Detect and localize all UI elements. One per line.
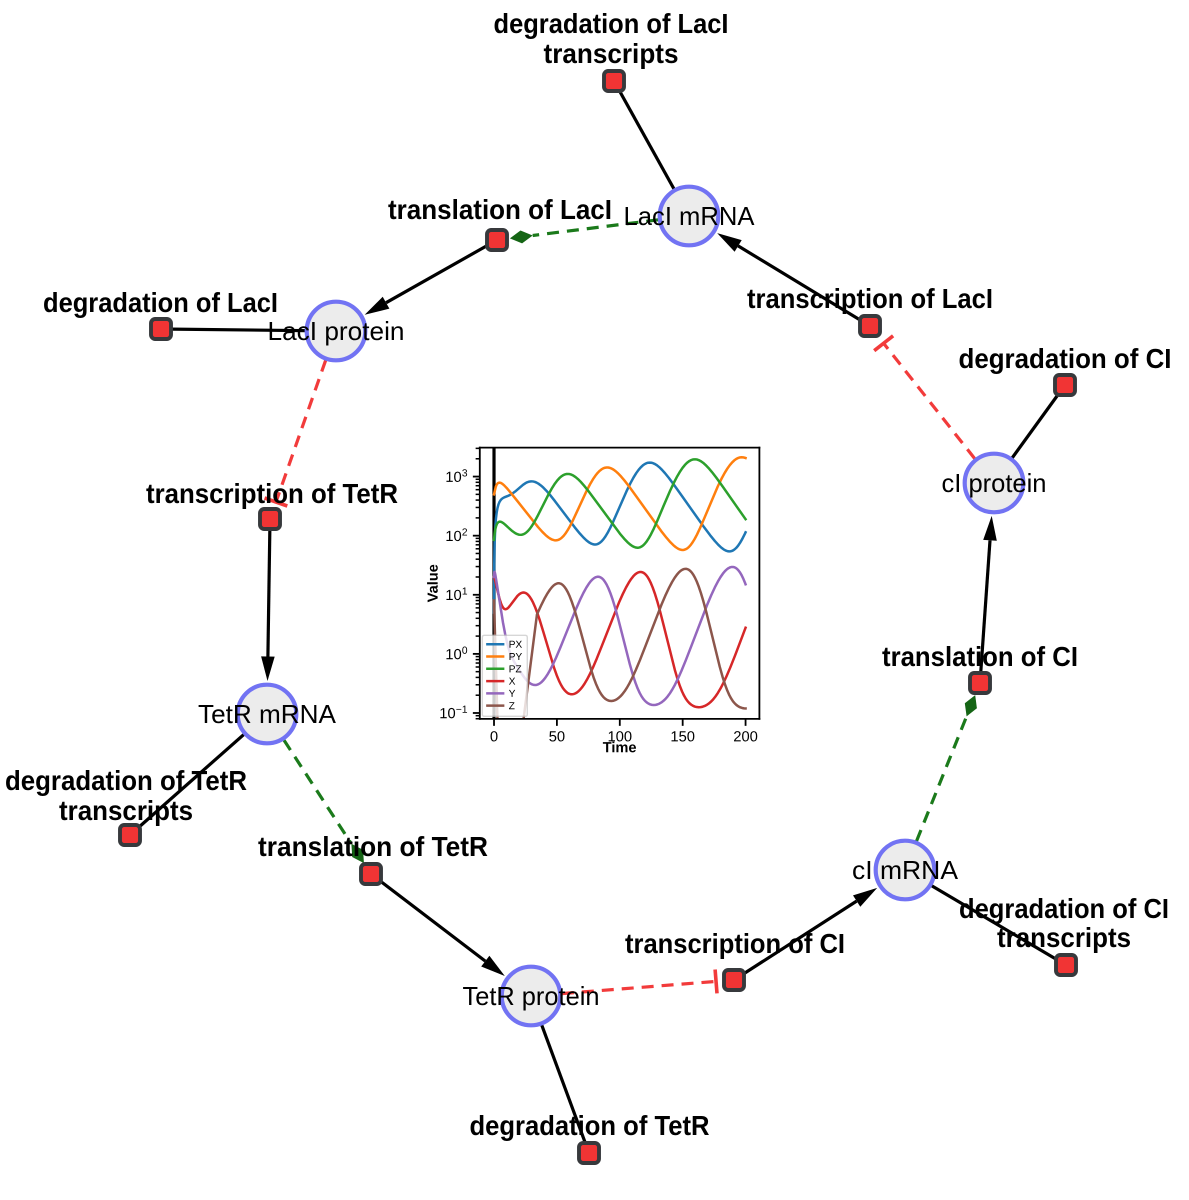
svg-text:degradation of TetR: degradation of TetR bbox=[5, 765, 247, 796]
svg-text:degradation of TetR: degradation of TetR bbox=[470, 1110, 710, 1141]
svg-text:transcription of CI: transcription of CI bbox=[625, 928, 845, 959]
svg-text:degradation of LacI: degradation of LacI bbox=[494, 8, 729, 39]
svg-text:cI protein: cI protein bbox=[942, 468, 1047, 498]
svg-text:LacI mRNA: LacI mRNA bbox=[624, 201, 756, 231]
svg-text:LacI protein: LacI protein bbox=[268, 316, 405, 346]
svg-text:translation of LacI: translation of LacI bbox=[388, 194, 612, 225]
svg-text:translation of CI: translation of CI bbox=[882, 641, 1078, 672]
svg-text:TetR protein: TetR protein bbox=[463, 981, 600, 1011]
svg-text:degradation of CI: degradation of CI bbox=[959, 893, 1169, 924]
svg-text:cI mRNA: cI mRNA bbox=[852, 855, 959, 885]
svg-text:degradation of LacI: degradation of LacI bbox=[43, 287, 278, 318]
svg-text:transcripts: transcripts bbox=[59, 795, 193, 826]
svg-text:transcripts: transcripts bbox=[544, 38, 679, 69]
svg-text:degradation of CI: degradation of CI bbox=[959, 343, 1172, 374]
svg-text:transcription of LacI: transcription of LacI bbox=[747, 283, 993, 314]
svg-text:translation of TetR: translation of TetR bbox=[258, 831, 488, 862]
svg-text:transcription of TetR: transcription of TetR bbox=[146, 478, 398, 509]
svg-text:transcripts: transcripts bbox=[997, 922, 1131, 953]
svg-text:TetR mRNA: TetR mRNA bbox=[198, 699, 337, 729]
